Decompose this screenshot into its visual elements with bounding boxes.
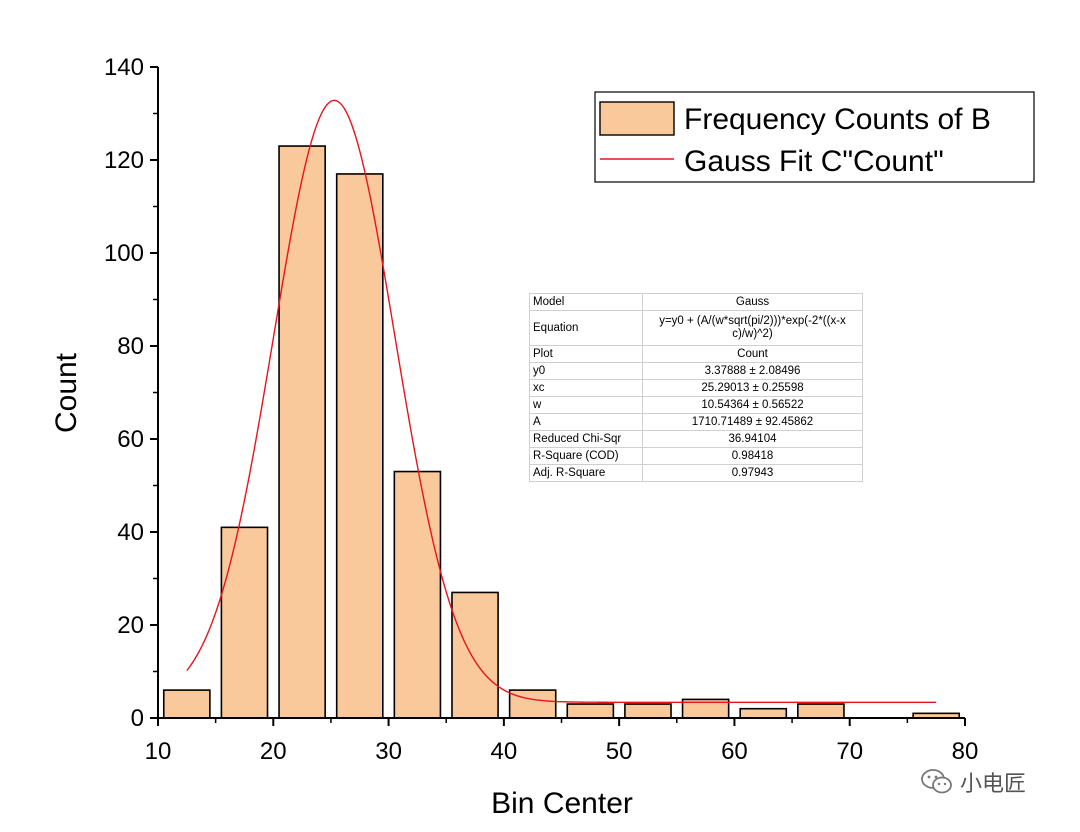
x-tick-label: 70 <box>836 738 863 765</box>
histogram-bar <box>624 703 672 719</box>
legend: Frequency Counts of B Gauss Fit C"Count" <box>594 91 1035 183</box>
stats-value: 10.54364 ± 0.56522 <box>642 396 863 414</box>
wechat-icon <box>921 769 952 794</box>
y-tick-label: 120 <box>104 147 144 174</box>
stats-key: A <box>529 413 643 431</box>
histogram-bar <box>335 173 384 719</box>
y-axis-title: Count <box>50 352 83 433</box>
stats-row: R-Square (COD) 0.98418 <box>529 447 863 465</box>
stats-value: 25.29013 ± 0.25598 <box>642 379 863 397</box>
stats-key: y0 <box>529 362 643 380</box>
stats-value: y=y0 + (A/(w*sqrt(pi/2)))*exp(-2*((x-x c)… <box>642 310 863 346</box>
legend-bar-swatch <box>599 101 675 136</box>
histogram-bar <box>451 591 499 719</box>
y-tick-label: 100 <box>104 240 144 267</box>
stats-row: Reduced Chi-Sqr 36.94104 <box>529 430 863 448</box>
stats-value: 3.37888 ± 2.08496 <box>642 362 863 380</box>
stats-value: 0.97943 <box>642 464 863 482</box>
histogram-bar <box>739 707 788 719</box>
stats-key: R-Square (COD) <box>529 447 643 465</box>
histogram-bar <box>220 526 269 719</box>
histogram-bar <box>508 689 557 719</box>
x-tick-label: 80 <box>952 738 979 765</box>
x-tick-label: 50 <box>606 738 633 765</box>
legend-label-gauss-fit: Gauss Fit C"Count" <box>684 145 944 178</box>
x-tick-label: 40 <box>491 738 518 765</box>
gauss-fit-line <box>186 99 937 703</box>
histogram-bar <box>797 703 845 719</box>
x-tick-label: 10 <box>145 738 172 765</box>
bar-series <box>162 145 961 719</box>
y-tick-label: 60 <box>117 426 144 453</box>
stats-value: 36.94104 <box>642 430 863 448</box>
y-tick-label: 20 <box>117 612 144 639</box>
stats-value: Gauss <box>642 293 863 311</box>
y-tick-label: 140 <box>104 54 144 81</box>
x-tick-label: 20 <box>260 738 287 765</box>
stats-row: y0 3.37888 ± 2.08496 <box>529 362 863 380</box>
stats-key: Equation <box>529 310 643 346</box>
stats-key: Model <box>529 293 643 311</box>
equation-line-1: y=y0 + (A/(w*sqrt(pi/2)))*exp(-2*((x-x <box>659 315 846 327</box>
y-axis-ticks <box>150 66 158 719</box>
stats-value: 1710.71489 ± 92.45862 <box>642 413 863 431</box>
x-tick-label: 60 <box>721 738 748 765</box>
stats-row: w 10.54364 ± 0.56522 <box>529 396 863 414</box>
y-tick-labels: 0 20 40 60 80 100 120 140 <box>104 54 144 732</box>
watermark: 小电匠 <box>920 766 1026 798</box>
stats-value: 0.98418 <box>642 447 863 465</box>
stats-key: Adj. R-Square <box>529 464 643 482</box>
y-tick-label: 40 <box>117 519 144 546</box>
x-tick-labels: 10 20 30 40 50 60 70 80 <box>145 738 979 765</box>
watermark-text: 小电匠 <box>960 772 1027 797</box>
stats-row: Plot Count <box>529 345 863 363</box>
stats-key: Plot <box>529 345 643 363</box>
fit-stats-table: Model Gauss Equation y=y0 + (A/(w*sqrt(pi/… <box>529 293 863 482</box>
stats-row: Model Gauss <box>529 293 863 311</box>
histogram-bar <box>162 689 211 719</box>
stats-key: w <box>529 396 643 414</box>
x-axis-ticks <box>157 718 966 726</box>
histogram-bar <box>566 703 615 719</box>
y-tick-label: 80 <box>117 333 144 360</box>
stats-row: Equation y=y0 + (A/(w*sqrt(pi/2)))*exp(-2… <box>529 310 863 346</box>
equation-line-2: c)/w)^2) <box>732 328 773 340</box>
stats-key: Reduced Chi-Sqr <box>529 430 643 448</box>
histogram-bar <box>393 470 442 719</box>
histogram-bar <box>278 145 326 719</box>
x-tick-label: 30 <box>375 738 402 765</box>
stats-row: A 1710.71489 ± 92.45862 <box>529 413 863 431</box>
stats-key: xc <box>529 379 643 397</box>
stats-row: xc 25.29013 ± 0.25598 <box>529 379 863 397</box>
stats-value: Count <box>642 345 863 363</box>
x-axis-title: Bin Center <box>491 787 633 820</box>
y-tick-label: 0 <box>131 705 144 732</box>
legend-label-frequency: Frequency Counts of B <box>684 103 991 136</box>
stats-row: Adj. R-Square 0.97943 <box>529 464 863 482</box>
